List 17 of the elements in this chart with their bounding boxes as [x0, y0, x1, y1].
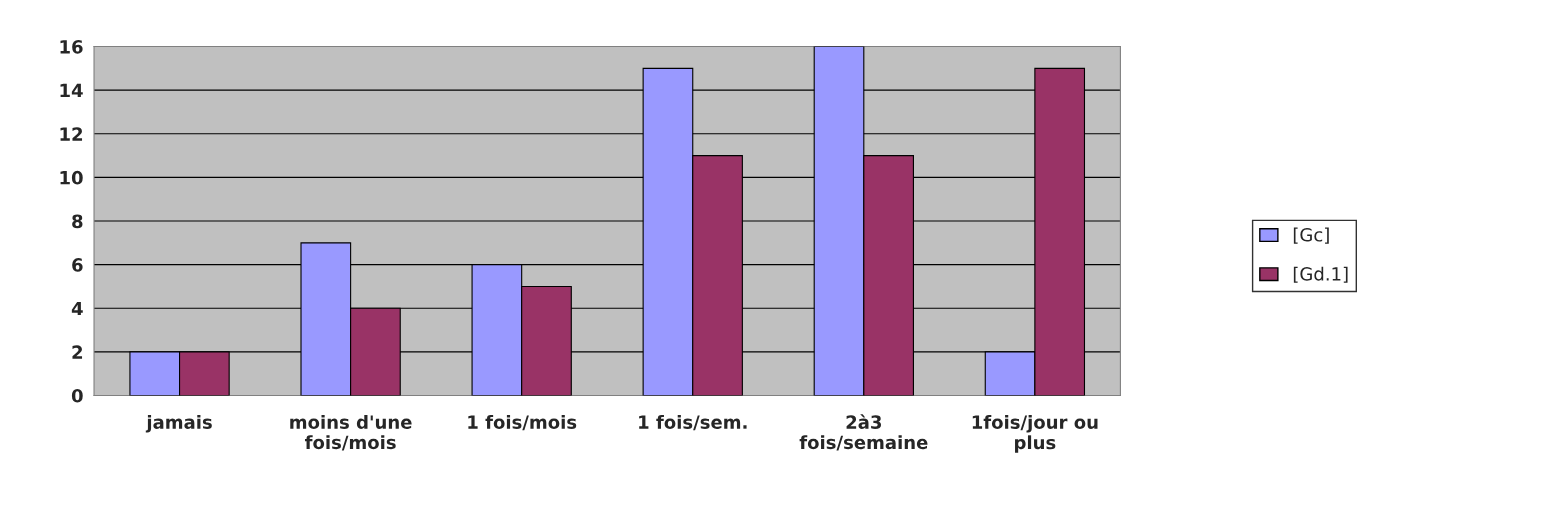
y-tick-label: 12: [60, 127, 83, 141]
legend-label: [Gc]: [1293, 227, 1329, 244]
y-tick-label: 8: [72, 214, 83, 229]
x-tick-label: moins d'une fois/mois: [290, 414, 412, 451]
y-tick-label: 0: [71, 388, 83, 403]
y-tick-label: 16: [60, 40, 83, 54]
x-tick-label: 1 fois/mois: [468, 414, 577, 431]
y-tick-label: 14: [60, 83, 83, 98]
x-tick-label: 1 fois/sem.: [639, 414, 747, 431]
x-tick-label: 2à3 fois/semaine: [799, 414, 928, 451]
y-tick-label: 10: [60, 170, 83, 185]
y-tick-label: 4: [71, 301, 83, 316]
legend-label: [Gd.1]: [1293, 266, 1348, 283]
y-tick-label: 2: [72, 345, 83, 359]
y-tick-label: 6: [72, 258, 83, 272]
x-tick-label: 1fois/jour ou plus: [972, 414, 1098, 453]
x-tick-label: jamais: [145, 414, 212, 433]
